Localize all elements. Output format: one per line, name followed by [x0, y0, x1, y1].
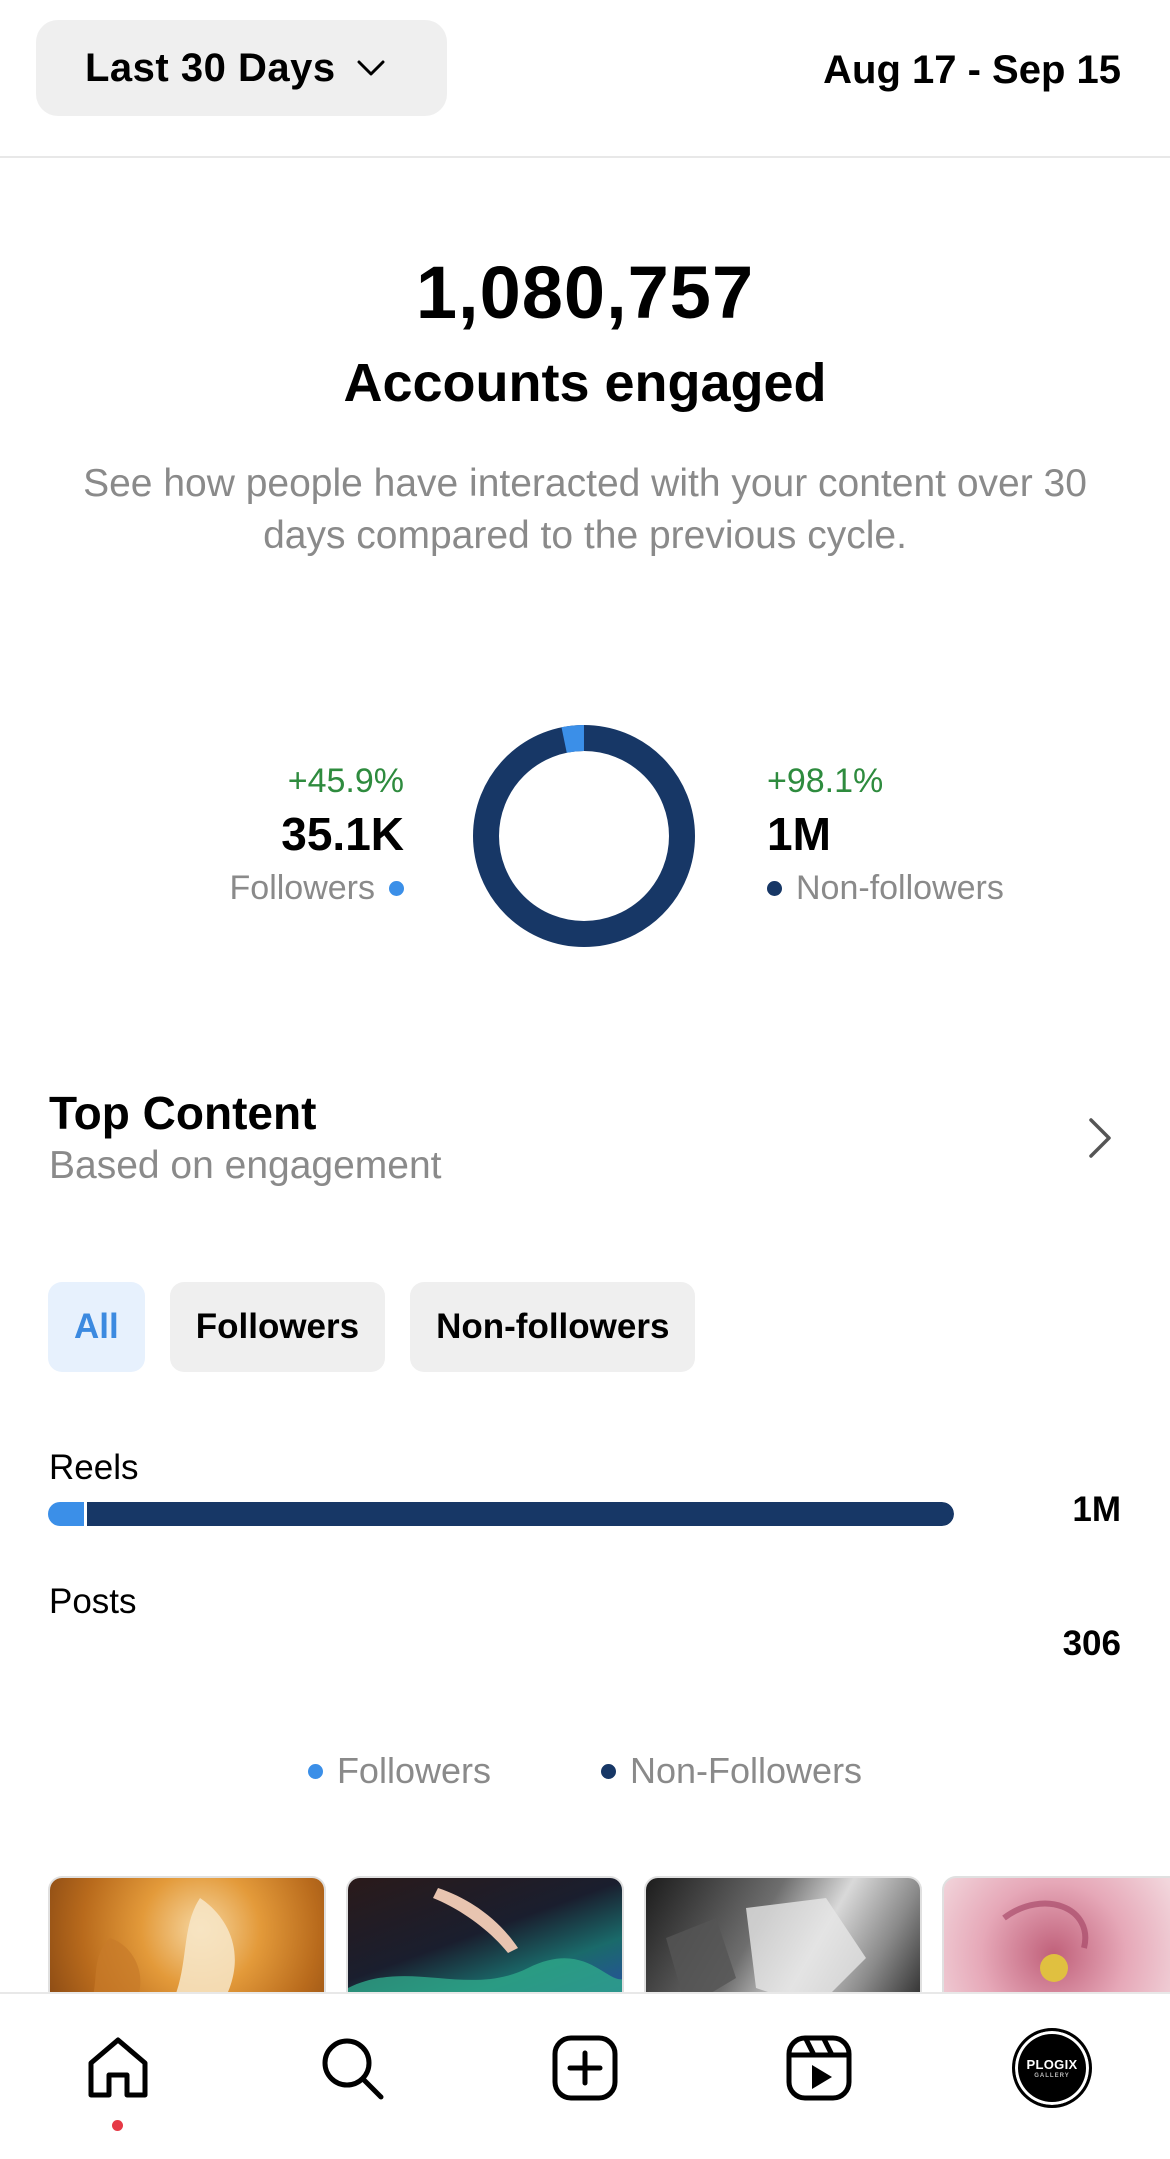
content-thumbnail-1[interactable] — [48, 1876, 326, 2006]
thumbnail-art-4 — [1002, 1900, 1089, 1982]
content-thumbnail-2[interactable] — [346, 1876, 624, 2006]
filter-followers[interactable]: Followers — [169, 1282, 386, 1372]
bar-label-reels: Reels — [49, 1448, 139, 1487]
bar-value-posts: 306 — [1062, 1624, 1121, 1663]
bar-label-posts: Posts — [49, 1582, 137, 1621]
reels-tab[interactable] — [779, 2028, 859, 2108]
legend-followers-label: Followers — [336, 1750, 491, 1791]
bar-value-reels: 1M — [1072, 1490, 1121, 1529]
bottom-navigation-bar: PLOGIX GALLERY — [0, 1992, 1170, 2159]
home-notification-dot — [112, 2120, 123, 2131]
top-content-thumbnails — [48, 1876, 1170, 2006]
create-icon — [552, 2035, 618, 2101]
avatar-text: PLOGIX — [1026, 2057, 1078, 2072]
profile-tab[interactable]: PLOGIX GALLERY — [1012, 2028, 1092, 2108]
accounts-engaged-count: 1,080,757 — [415, 251, 755, 334]
followers-change: +45.9% — [287, 762, 404, 800]
legend-followers: Followers — [307, 1750, 491, 1792]
legend-followers-dot — [307, 1763, 323, 1779]
filter-all[interactable]: All — [48, 1282, 145, 1372]
chevron-right-icon[interactable] — [1086, 1116, 1114, 1160]
audience-filter-chips: All Followers Non-followers — [48, 1282, 696, 1372]
top-content-title[interactable]: Top Content — [49, 1087, 317, 1139]
date-range-text: Aug 17 - Sep 15 — [823, 48, 1121, 92]
date-range-selector-label: Last 30 Days — [85, 45, 336, 90]
non-followers-legend-dot — [767, 881, 782, 896]
content-thumbnail-3[interactable] — [644, 1876, 922, 2006]
chevron-down-icon — [357, 60, 385, 76]
search-tab[interactable] — [312, 2028, 392, 2108]
followers-label: Followers — [229, 869, 375, 907]
legend-non-followers-dot — [600, 1763, 616, 1779]
home-icon — [88, 2037, 148, 2098]
donut-segment-non-followers — [473, 725, 695, 947]
followers-value: 35.1K — [281, 808, 404, 860]
summary-description: See how people have interacted with your… — [83, 462, 1087, 557]
header: Last 30 Days Aug 17 - Sep 15 — [0, 0, 1170, 158]
profile-avatar: PLOGIX GALLERY — [1012, 2028, 1092, 2108]
bar-reels-followers — [48, 1502, 85, 1526]
filter-non-followers[interactable]: Non-followers — [410, 1282, 696, 1372]
legend-non-followers: Non-Followers — [600, 1750, 863, 1792]
bar-chart-legend: Followers Non-Followers — [0, 1750, 1170, 1792]
date-range-selector[interactable]: Last 30 Days — [36, 20, 447, 116]
avatar-subtext: GALLERY — [1034, 2073, 1070, 2079]
home-tab[interactable] — [78, 2028, 158, 2108]
thumbnail-art-1 — [90, 1898, 235, 2006]
non-followers-change: +98.1% — [767, 762, 884, 800]
legend-non-followers-label: Non-Followers — [629, 1750, 863, 1791]
top-content-subtitle: Based on engagement — [49, 1144, 442, 1187]
bar-track-reels — [48, 1502, 954, 1526]
reels-icon — [786, 2035, 852, 2101]
create-tab[interactable] — [545, 2028, 625, 2108]
accounts-engaged-label: Accounts engaged — [343, 353, 827, 413]
engagement-donut-chart — [473, 725, 695, 947]
followers-legend-dot — [389, 881, 404, 896]
followers-stat: +45.9% 35.1K Followers — [230, 762, 404, 908]
thumbnail-art-3 — [666, 1898, 866, 2006]
search-icon — [322, 2038, 384, 2100]
non-followers-stat: +98.1% 1M Non-followers — [767, 762, 1004, 908]
thumbnail-art-2 — [348, 1888, 622, 2006]
non-followers-label: Non-followers — [796, 869, 1004, 907]
bar-reels-non-followers — [87, 1502, 954, 1526]
content-thumbnail-4[interactable] — [942, 1876, 1170, 2006]
non-followers-value: 1M — [767, 808, 831, 860]
